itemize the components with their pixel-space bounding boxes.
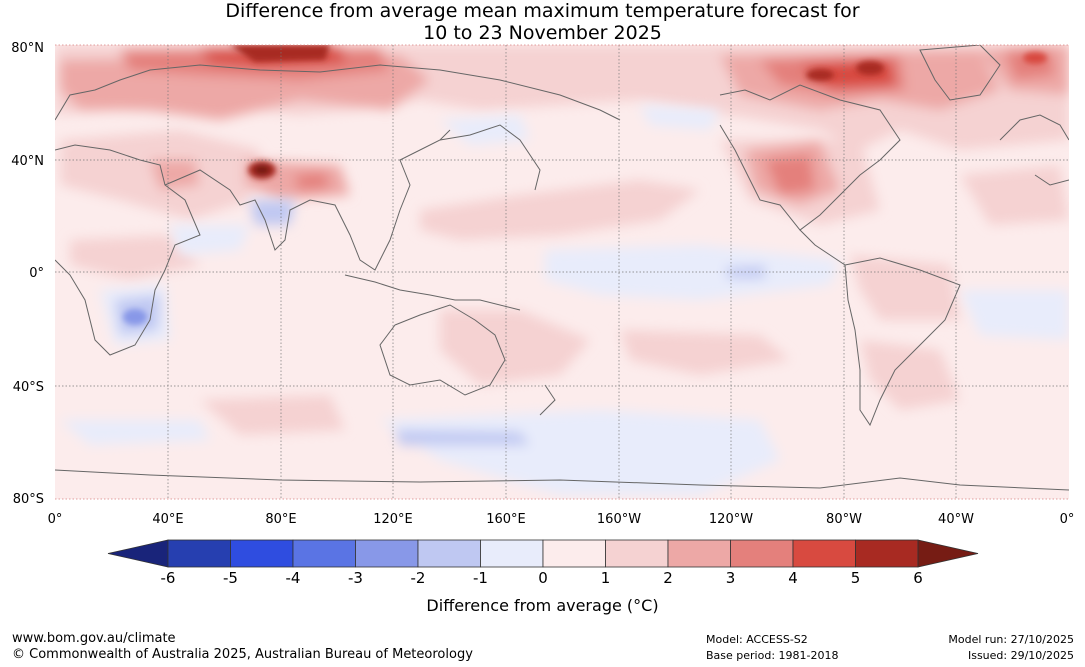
coastline-asia-east <box>439 124 541 191</box>
colorbar-segment <box>355 539 419 568</box>
colorbar-tick-label: -6 <box>161 569 176 587</box>
colorbar-tick-label: -2 <box>411 569 426 587</box>
coastline-antarctica <box>55 469 1069 491</box>
map-edges <box>55 44 1069 500</box>
colorbar-segment <box>667 539 731 568</box>
coastline-north-america <box>719 84 901 231</box>
colorbar-segment <box>417 539 481 568</box>
website-link[interactable]: www.bom.gov.au/climate <box>12 631 176 646</box>
coastline-indonesia <box>344 274 521 311</box>
coastlines <box>55 45 1069 491</box>
coastline-south-america <box>844 257 961 427</box>
lon-label: 120°W <box>709 512 753 527</box>
coastline-central-america <box>799 229 846 266</box>
colorbar-tick-label: -5 <box>223 569 238 587</box>
colorbar-segment <box>542 539 606 568</box>
lon-label: 80°W <box>826 512 862 527</box>
lat-label: 40°S <box>13 380 44 395</box>
coastline-arabia-india <box>164 129 451 271</box>
colorbar-segment <box>792 539 856 568</box>
coastline-greenland <box>919 45 1001 101</box>
anomaly-field <box>55 45 1069 499</box>
colorbar-segment <box>230 539 294 568</box>
lon-label: 40°W <box>938 512 974 527</box>
colorbar-tick-label: 0 <box>538 569 548 587</box>
map-title-line-2: 10 to 23 November 2025 <box>423 22 662 44</box>
lat-label: 80°S <box>13 492 44 507</box>
coastline-new-zealand <box>539 384 556 416</box>
issued-date: Issued: 29/10/2025 <box>967 649 1074 662</box>
lat-label: 80°N <box>11 41 44 56</box>
colorbar-tick-label: 5 <box>851 569 861 587</box>
coastline-europe <box>999 114 1069 186</box>
coastline-eurasia-north <box>55 64 621 121</box>
colorbar-segment <box>730 539 794 568</box>
map-title-line-1: Difference from average mean maximum tem… <box>225 0 860 22</box>
lon-label: 40°E <box>152 512 183 527</box>
base-period: Base period: 1981-2018 <box>706 649 839 662</box>
colorbar-tick-label: -3 <box>348 569 363 587</box>
model-run-date: Model run: 27/10/2025 <box>948 633 1074 646</box>
model-name: Model: ACCESS-S2 <box>706 633 808 646</box>
lon-label: 160°W <box>597 512 641 527</box>
colorbar-extend-high <box>917 539 979 568</box>
colorbar-tick-label: -4 <box>286 569 301 587</box>
colorbar-segment <box>480 539 544 568</box>
colorbar-tick-label: 4 <box>788 569 798 587</box>
colorbar-tick-label: 2 <box>663 569 673 587</box>
lon-label: 160°E <box>486 512 526 527</box>
colorbar: -6 -5 -4 -3 -2 -1 0 1 2 3 4 5 6 <box>107 539 979 587</box>
longitude-labels: 0° 40°E 80°E 120°E 160°E 160°W 120°W 80°… <box>48 512 1075 527</box>
colorbar-tick-label: 6 <box>913 569 923 587</box>
colorbar-tick-label: -1 <box>473 569 488 587</box>
lon-label: 0° <box>48 512 63 527</box>
lat-label: 40°N <box>11 154 44 169</box>
colorbar-segment <box>855 539 919 568</box>
colorbar-segment <box>292 539 356 568</box>
coastline-australia <box>379 304 506 396</box>
copyright-text: © Commonwealth of Australia 2025, Austra… <box>12 647 473 662</box>
colorbar-extend-low <box>107 539 169 568</box>
latitude-labels: 80°N 40°N 0° 40°S 80°S <box>11 41 44 507</box>
lat-label: 0° <box>29 266 44 281</box>
colorbar-tick-label: 1 <box>601 569 611 587</box>
colorbar-segment <box>167 539 231 568</box>
colorbar-segment <box>605 539 669 568</box>
lon-label: 80°E <box>265 512 296 527</box>
colorbar-label: Difference from average (°C) <box>426 596 659 615</box>
graticule <box>55 45 1069 499</box>
colorbar-tick-label: 3 <box>726 569 736 587</box>
coastline-africa <box>55 144 201 356</box>
lon-label: 0° <box>1060 512 1075 527</box>
lon-label: 120°E <box>373 512 413 527</box>
